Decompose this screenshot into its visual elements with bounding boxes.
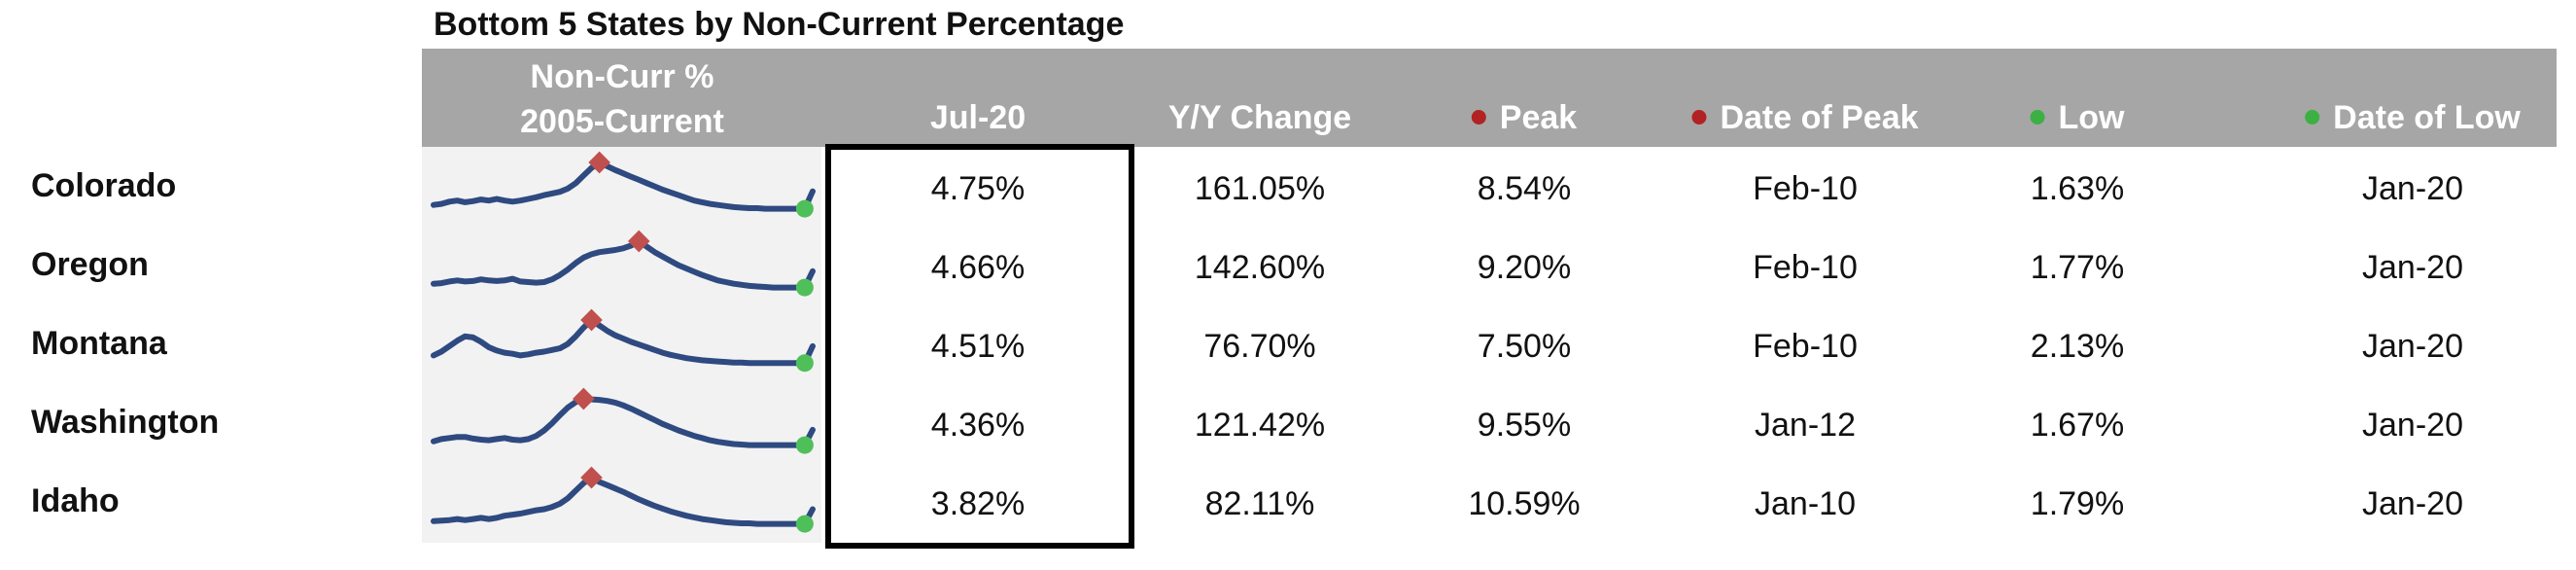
yoy-change: 142.60% <box>1194 249 1326 286</box>
current-column-highlight-box <box>825 144 1134 549</box>
state-name: Colorado <box>31 167 177 204</box>
peak-date: Jan-10 <box>1755 485 1856 522</box>
peak-value: 9.55% <box>1477 407 1572 444</box>
sparkline-montana <box>431 308 816 373</box>
header-sparkline: Non-Curr % 2005-Current <box>520 54 724 144</box>
peak-date: Feb-10 <box>1753 170 1858 207</box>
low-date: Jan-20 <box>2362 249 2463 286</box>
sparkline-idaho <box>431 466 816 533</box>
current-value: 4.51% <box>930 328 1026 365</box>
sparkline-series <box>431 396 816 448</box>
low-marker <box>795 515 814 533</box>
low-date: Jan-20 <box>2362 485 2463 522</box>
low-value: 1.79% <box>2030 485 2125 522</box>
sparkline-colorado <box>431 151 816 218</box>
low-date: Jan-20 <box>2362 328 2463 365</box>
header-peak-date-label: Date of Peak <box>1720 99 1919 136</box>
low-date: Jan-20 <box>2362 170 2463 207</box>
peak-date: Feb-10 <box>1753 249 1858 286</box>
header-sparkline-line2: 2005-Current <box>520 103 724 140</box>
sparkline-series <box>431 238 816 291</box>
low-value: 1.77% <box>2030 249 2125 286</box>
sparkline-series <box>431 475 816 527</box>
table-title: Bottom 5 States by Non-Current Percentag… <box>434 6 1125 43</box>
low-marker <box>795 199 814 218</box>
current-value: 3.82% <box>930 485 1026 522</box>
low-date: Jan-20 <box>2362 407 2463 444</box>
low-value: 1.63% <box>2030 170 2125 207</box>
header-low-date-label: Date of Low <box>2333 99 2521 136</box>
low-marker <box>795 436 814 454</box>
state-name: Washington <box>31 404 220 441</box>
low-dot-icon <box>2305 109 2320 125</box>
header-yoy: Y/Y Change <box>1167 99 1352 136</box>
sparkline-series <box>431 160 816 212</box>
peak-date: Jan-12 <box>1755 407 1856 444</box>
yoy-change: 82.11% <box>1204 485 1315 522</box>
peak-dot-icon <box>1691 109 1707 125</box>
peak-dot-icon <box>1471 109 1486 125</box>
current-value: 4.75% <box>930 170 1026 207</box>
current-value: 4.66% <box>930 249 1026 286</box>
state-name: Montana <box>31 325 167 362</box>
yoy-change: 121.42% <box>1194 407 1326 444</box>
peak-marker <box>573 387 595 410</box>
header-low-date: Date of Low <box>2305 99 2521 137</box>
yoy-change: 161.05% <box>1194 170 1326 207</box>
low-marker <box>795 278 814 297</box>
low-marker <box>795 354 814 373</box>
low-value: 2.13% <box>2030 328 2125 365</box>
header-peak: Peak <box>1471 99 1578 137</box>
sparkline-oregon <box>431 230 816 297</box>
header-peak-date: Date of Peak <box>1691 99 1919 137</box>
header-sparkline-line1: Non-Curr % <box>530 58 714 95</box>
yoy-change: 76.70% <box>1203 328 1316 365</box>
header-current: Jul-20 <box>929 99 1027 136</box>
header-low: Low <box>2030 99 2125 137</box>
header-peak-label: Peak <box>1499 99 1578 136</box>
state-name: Oregon <box>31 246 149 283</box>
state-name: Idaho <box>31 482 120 519</box>
sparkline-washington <box>431 387 816 454</box>
sparkline-series <box>431 317 816 367</box>
peak-date: Feb-10 <box>1753 328 1858 365</box>
peak-value: 7.50% <box>1477 328 1572 365</box>
header-low-label: Low <box>2058 99 2125 136</box>
low-value: 1.67% <box>2030 407 2125 444</box>
peak-value: 10.59% <box>1468 485 1581 522</box>
low-dot-icon <box>2030 109 2045 125</box>
peak-value: 9.20% <box>1477 249 1572 286</box>
peak-value: 8.54% <box>1477 170 1572 207</box>
current-value: 4.36% <box>930 407 1026 444</box>
header-band <box>422 49 2557 147</box>
